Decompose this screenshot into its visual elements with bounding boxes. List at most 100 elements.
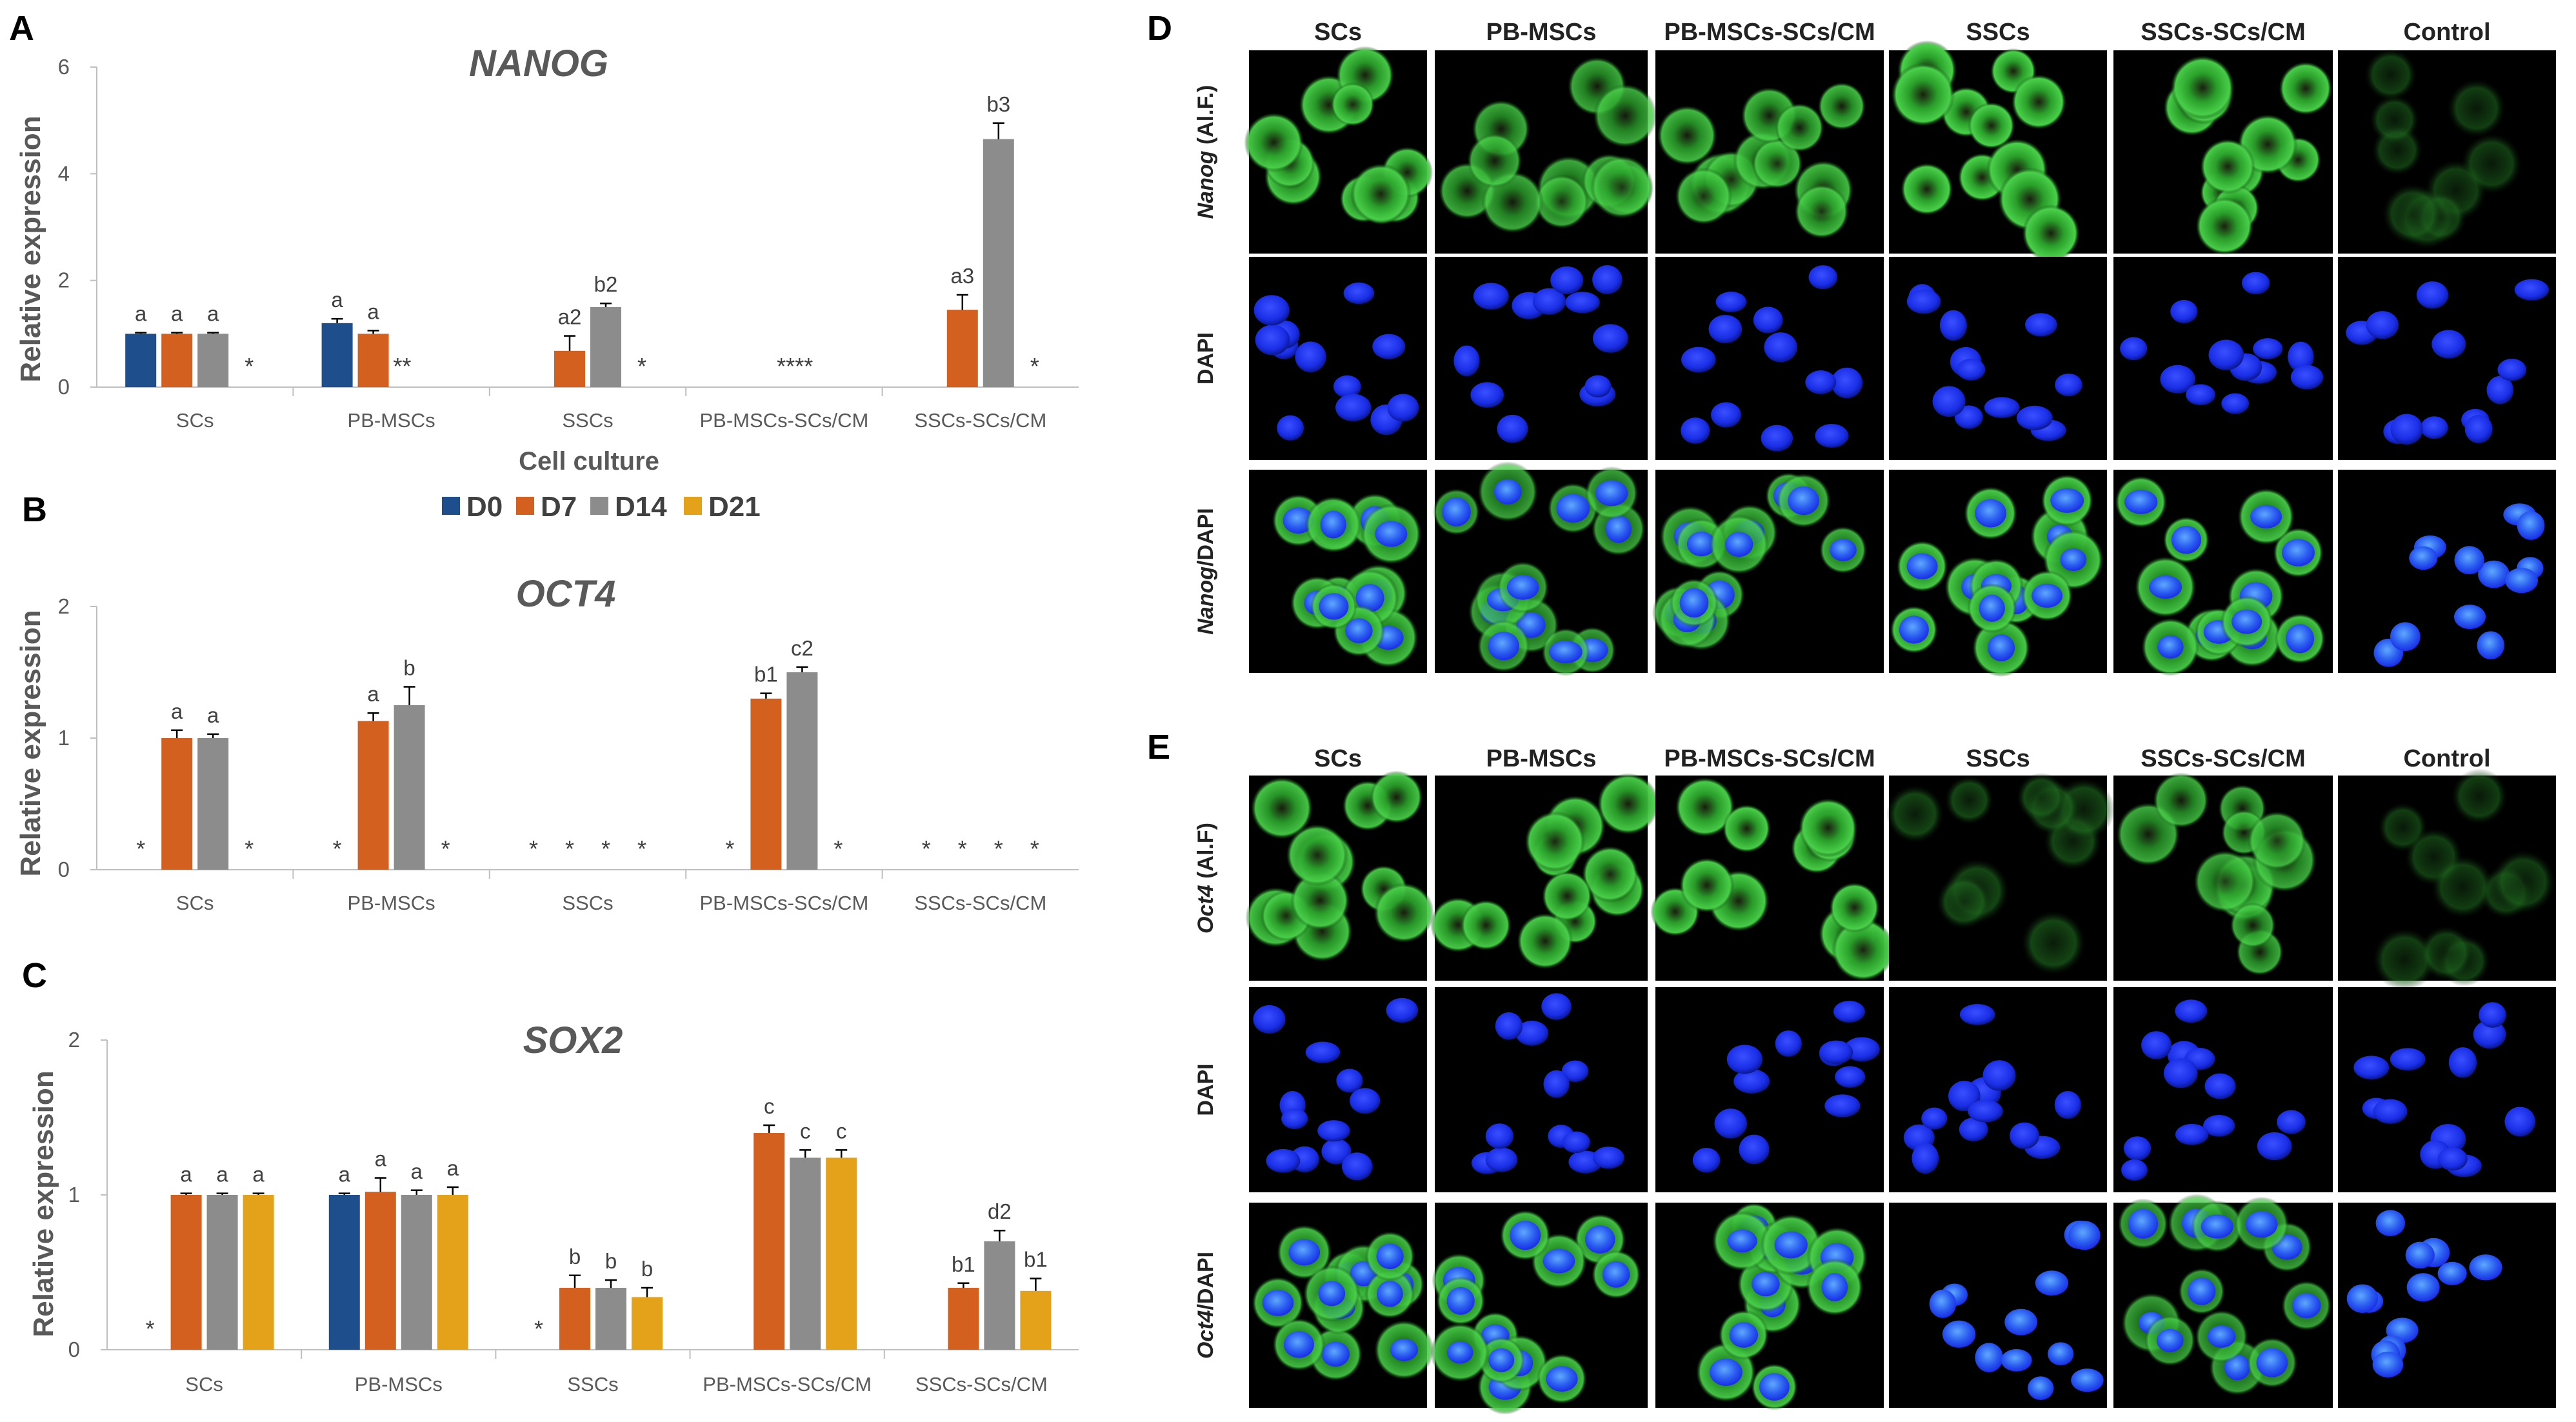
micrograph-cell: [1430, 773, 1659, 981]
micrograph-cell: [1433, 461, 1648, 676]
cell-nucleus: [1602, 1261, 1630, 1288]
cell-nucleus: [2448, 1047, 2477, 1078]
data-label: a: [207, 302, 219, 326]
micrograph-cell: [2113, 772, 2333, 981]
cell-nucleus: [1262, 1289, 1294, 1316]
cell-cytoplasm: [2022, 204, 2080, 263]
cell-nucleus: [1442, 497, 1471, 526]
cell-cytoplasm: [1794, 184, 1850, 239]
bar: [125, 334, 157, 387]
bar: [750, 698, 782, 870]
cell-nucleus: [1473, 283, 1509, 310]
chart-title: SOX2: [523, 1019, 623, 1061]
bar: [357, 334, 389, 387]
cell-cytoplasm: [1657, 105, 1717, 166]
cell-nucleus: [1317, 1120, 1350, 1142]
y-tick-label: 6: [58, 55, 70, 79]
cell-nucleus: [1335, 394, 1372, 422]
cell-nucleus: [1815, 424, 1849, 448]
cell-nucleus: [1939, 310, 1967, 341]
cell-nucleus: [1549, 640, 1583, 664]
row-label-gene: Nanog: [1193, 150, 1218, 219]
micrograph-cell: [1435, 50, 1657, 254]
cell-nucleus: [1775, 1030, 1802, 1057]
cell-nucleus: [2390, 622, 2421, 652]
column-header: SSCs: [1966, 19, 2030, 46]
cell-nucleus: [2473, 1020, 2506, 1049]
cell-cytoplasm: [1775, 103, 1824, 152]
star-marker: *: [922, 836, 931, 862]
cell-nucleus: [1386, 997, 1419, 1023]
micrograph-cell: [1249, 987, 1427, 1192]
y-tick-label: 0: [58, 375, 70, 399]
star-marker: *: [534, 1316, 543, 1342]
bar: [790, 1157, 821, 1350]
bar: [984, 1241, 1015, 1350]
row-label-text: (Al.F.): [1193, 85, 1218, 151]
cell-cytoplasm: [1832, 918, 1895, 981]
cell-nucleus: [2291, 1293, 2321, 1319]
micrograph-cell: [1435, 987, 1648, 1192]
bar: [946, 310, 978, 387]
cell-nucleus: [2464, 414, 2493, 444]
star-marker: ****: [777, 353, 813, 379]
category-label: PB-MSCs: [348, 409, 435, 432]
cell-nucleus: [2346, 1284, 2379, 1313]
cell-nucleus: [1954, 405, 1983, 429]
star-marker: *: [994, 836, 1003, 862]
cell-nucleus: [1968, 1099, 2003, 1123]
data-label: a3: [950, 264, 974, 288]
cell-nucleus: [1752, 1272, 1780, 1297]
bar: [243, 1195, 274, 1350]
panel-letter-d: D: [1147, 9, 1172, 48]
cell-nucleus: [1277, 415, 1304, 441]
micrograph-cell: [2338, 768, 2556, 992]
y-tick-label: 0: [58, 857, 70, 881]
cell-nucleus: [1764, 332, 1797, 363]
cell-nucleus: [1833, 1001, 1865, 1023]
data-label: a: [180, 1163, 192, 1187]
cell-cytoplasm: [2021, 911, 2086, 975]
cell-nucleus: [1929, 1289, 1957, 1318]
category-label: PB-MSCs-SCs/CM: [700, 892, 869, 914]
panel-letter-e: E: [1147, 728, 1170, 766]
cell-nucleus: [1805, 370, 1837, 394]
cell-nucleus: [2055, 373, 2082, 397]
row-label: Nanog/DAPI: [1193, 508, 1218, 634]
chart-title: OCT4: [516, 573, 616, 615]
micrograph-cell: [1249, 1203, 1434, 1408]
cell-cytoplasm: [2195, 197, 2254, 255]
cell-nucleus: [1532, 288, 1566, 315]
cell-nucleus: [2028, 1376, 2054, 1400]
chart-title: NANOG: [469, 43, 608, 85]
cell-nucleus: [2353, 1056, 2390, 1080]
y-tick-label: 1: [58, 726, 70, 750]
cell-nucleus: [2120, 337, 2148, 361]
panel-letter-b: B: [22, 490, 47, 529]
cell-cytoplasm: [1679, 857, 1735, 913]
cell-nucleus: [1343, 282, 1375, 305]
micrograph-cell: [1249, 257, 1427, 460]
cell-nucleus: [2390, 1048, 2426, 1071]
bar: [948, 1288, 979, 1350]
micrograph-cell: [2113, 987, 2333, 1192]
cell-nucleus: [2071, 1368, 2104, 1392]
cell-cytoplasm: [1542, 870, 1593, 922]
cell-cytoplasm: [2279, 61, 2333, 115]
column-header: SSCs: [1966, 745, 2030, 772]
cell-nucleus: [2141, 1031, 2172, 1059]
y-axis-title: Relative expression: [28, 1070, 59, 1337]
cell-nucleus: [2257, 1132, 2292, 1161]
legend-swatch-d0: [442, 497, 460, 515]
cell-nucleus: [2479, 1002, 2506, 1028]
cell-cytoplasm: [1370, 770, 1423, 824]
cell-nucleus: [2156, 1328, 2184, 1352]
row-label-text: /DAPI: [1193, 508, 1218, 566]
cell-nucleus: [1333, 375, 1361, 398]
cell-nucleus: [1681, 346, 1716, 373]
star-marker: *: [637, 353, 646, 379]
data-label: a: [252, 1163, 265, 1187]
cell-nucleus: [2024, 313, 2057, 337]
row-label-text: /DAPI: [1193, 1252, 1218, 1310]
category-label: SCs: [176, 892, 214, 914]
